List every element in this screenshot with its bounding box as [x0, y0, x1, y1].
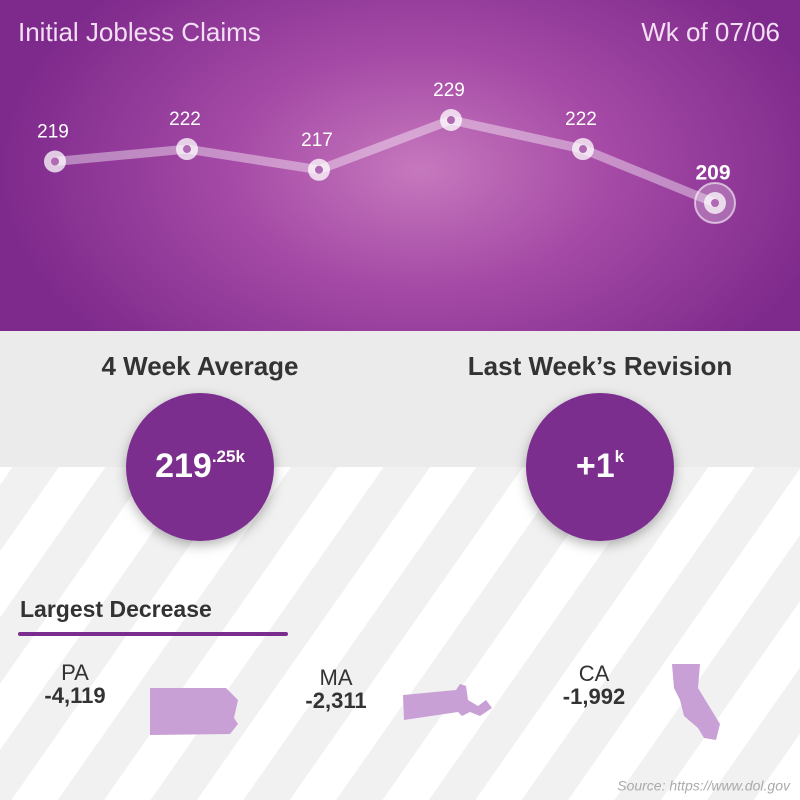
- stat-value: 219.25k: [155, 447, 245, 485]
- state-shape-pa: [150, 688, 238, 735]
- data-line: [54, 115, 717, 208]
- chart-subtitle: Wk of 07/06: [641, 17, 780, 47]
- point-core: [579, 145, 587, 154]
- point-core: [315, 165, 323, 174]
- stat-circle: [526, 393, 674, 541]
- data-label: 219: [37, 122, 69, 143]
- point-core: [447, 116, 455, 124]
- stat-circle: [126, 393, 274, 541]
- stat-title: 4 Week Average: [101, 351, 298, 381]
- stat-suffix: k: [615, 447, 625, 466]
- state-shape-ma: [403, 684, 492, 720]
- state-name: MA: [320, 665, 353, 690]
- chart-title: Initial Jobless Claims: [18, 17, 261, 47]
- point-core: [711, 199, 719, 207]
- section-title: Largest Decrease: [20, 596, 212, 622]
- data-label: 222: [169, 109, 201, 130]
- state-value: -2,311: [305, 688, 366, 713]
- stat-title: Last Week’s Revision: [468, 351, 732, 381]
- point-core: [51, 157, 59, 166]
- data-label: 209: [695, 162, 730, 185]
- plot-area: 219 222 217 229 222 209: [37, 80, 736, 224]
- stat-number: 219: [155, 447, 212, 485]
- state-value: -4,119: [44, 683, 105, 708]
- header-panel: [0, 0, 800, 331]
- data-label: 229: [433, 80, 465, 101]
- stat-value: +1k: [576, 447, 625, 485]
- source-note: Source: https://www.dol.gov: [617, 778, 791, 794]
- point-core: [183, 145, 191, 154]
- state-name: PA: [61, 660, 89, 685]
- stat-number: +1: [576, 447, 615, 485]
- data-label: 222: [565, 109, 597, 130]
- state-value: -1,992: [563, 684, 625, 709]
- state-name: CA: [579, 661, 610, 686]
- state-shape-ca: [672, 664, 720, 740]
- data-label: 217: [301, 130, 333, 151]
- stat-suffix: .25k: [212, 447, 246, 466]
